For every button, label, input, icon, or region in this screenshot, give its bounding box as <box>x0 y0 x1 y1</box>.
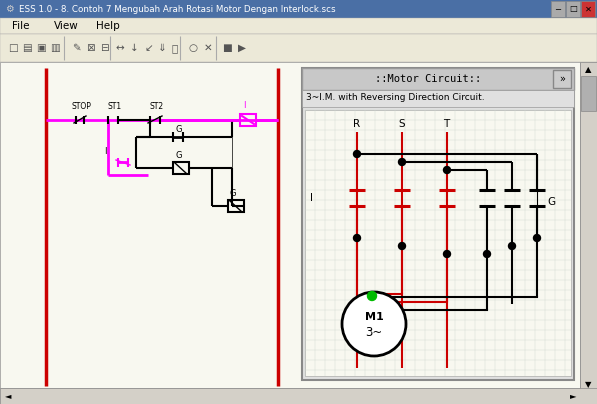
FancyBboxPatch shape <box>302 90 574 107</box>
Text: ▣: ▣ <box>36 43 46 53</box>
Text: I: I <box>310 193 313 203</box>
Text: ⊟: ⊟ <box>100 43 109 53</box>
Circle shape <box>353 151 361 158</box>
FancyBboxPatch shape <box>551 1 565 17</box>
Text: ◄: ◄ <box>5 391 11 400</box>
Text: G: G <box>230 189 236 198</box>
Text: ⊠: ⊠ <box>86 43 95 53</box>
Text: T: T <box>443 119 450 129</box>
FancyBboxPatch shape <box>553 70 571 88</box>
Text: ▲: ▲ <box>585 65 592 74</box>
Text: S: S <box>398 119 405 129</box>
Text: ESS 1.0 - 8. Contoh 7 Mengubah Arah Rotasi Motor Dengan Interlock.scs: ESS 1.0 - 8. Contoh 7 Mengubah Arah Rota… <box>19 4 336 13</box>
Text: ✕: ✕ <box>204 43 213 53</box>
Text: ST2: ST2 <box>150 102 164 111</box>
Circle shape <box>368 292 377 301</box>
FancyBboxPatch shape <box>302 68 574 380</box>
Circle shape <box>444 166 451 173</box>
Text: Help: Help <box>96 21 120 31</box>
Text: ▶: ▶ <box>238 43 246 53</box>
Text: ✎: ✎ <box>72 43 81 53</box>
Text: ▼: ▼ <box>585 381 592 389</box>
Text: R: R <box>353 119 360 129</box>
Text: 3~I.M. with Reversing Direction Circuit.: 3~I.M. with Reversing Direction Circuit. <box>306 93 485 103</box>
Circle shape <box>444 250 451 257</box>
Text: STOP: STOP <box>72 102 92 111</box>
Circle shape <box>484 250 491 257</box>
FancyBboxPatch shape <box>0 18 597 34</box>
Text: I: I <box>104 147 106 156</box>
Circle shape <box>509 242 515 250</box>
Text: G: G <box>547 197 555 207</box>
FancyBboxPatch shape <box>0 388 597 404</box>
Circle shape <box>342 292 406 356</box>
Text: ▥: ▥ <box>50 43 60 53</box>
FancyBboxPatch shape <box>580 62 597 392</box>
Text: File: File <box>12 21 29 31</box>
Text: View: View <box>54 21 79 31</box>
FancyBboxPatch shape <box>302 68 574 90</box>
Text: □: □ <box>8 43 18 53</box>
Text: ST1: ST1 <box>108 102 122 111</box>
Text: G: G <box>175 152 181 160</box>
Text: ↓: ↓ <box>130 43 139 53</box>
Circle shape <box>534 234 540 242</box>
FancyBboxPatch shape <box>581 1 595 17</box>
FancyBboxPatch shape <box>0 34 597 62</box>
Circle shape <box>399 242 405 250</box>
Text: ↙: ↙ <box>144 43 153 53</box>
Text: ○: ○ <box>188 43 197 53</box>
Text: ⚙: ⚙ <box>5 4 14 14</box>
Text: ─: ─ <box>555 4 561 13</box>
Text: ▤: ▤ <box>22 43 32 53</box>
Text: ►: ► <box>570 391 576 400</box>
FancyBboxPatch shape <box>0 0 597 18</box>
Text: ✕: ✕ <box>584 4 592 13</box>
Text: M1: M1 <box>365 312 383 322</box>
FancyBboxPatch shape <box>0 62 580 388</box>
Text: □: □ <box>569 4 577 13</box>
Text: ::Motor Circuit::: ::Motor Circuit:: <box>375 74 481 84</box>
Text: I: I <box>243 101 245 110</box>
Text: ⬜: ⬜ <box>172 43 179 53</box>
Text: ⇓: ⇓ <box>158 43 167 53</box>
Circle shape <box>353 234 361 242</box>
Circle shape <box>399 158 405 166</box>
FancyBboxPatch shape <box>566 1 580 17</box>
Text: G: G <box>175 126 181 135</box>
Text: 3~: 3~ <box>365 326 383 339</box>
Text: ↔: ↔ <box>116 43 125 53</box>
Text: ■: ■ <box>222 43 232 53</box>
FancyBboxPatch shape <box>581 76 596 111</box>
Text: »: » <box>559 74 565 84</box>
FancyBboxPatch shape <box>305 110 571 376</box>
